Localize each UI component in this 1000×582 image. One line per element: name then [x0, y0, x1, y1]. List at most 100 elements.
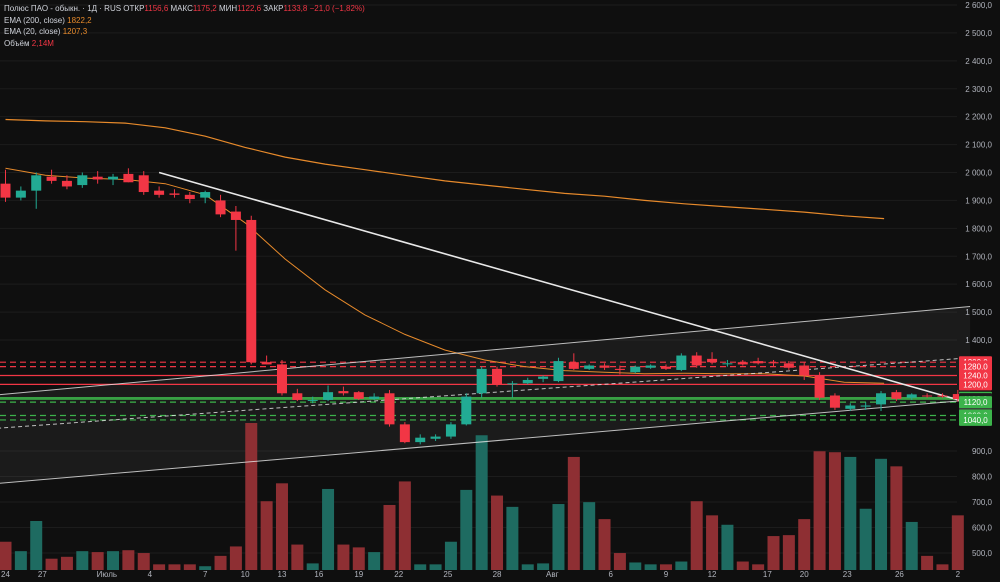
legend-volume-label: Объём	[4, 38, 30, 48]
y-tick-label: 2 500,0	[965, 29, 992, 38]
x-tick-label: 16	[314, 570, 323, 579]
candle	[676, 353, 687, 372]
volume-bar	[598, 519, 611, 570]
candle	[215, 194, 226, 218]
price-axis[interactable]: 2 600,0 2 500,0 2 400,0 2 300,0 2 200,0 2 100…	[965, 1, 992, 558]
candle-body	[707, 358, 718, 363]
volume-bar	[675, 561, 688, 570]
candle	[599, 363, 610, 370]
price-tag-text: 1120,0	[964, 398, 988, 407]
candle-body	[0, 183, 11, 198]
chart-legend: Полюс ПАО - обыкн. · 1Д · RUS ОТКР1156,6…	[4, 3, 365, 49]
candle	[338, 386, 349, 396]
candle	[707, 352, 718, 365]
y-tick-label: 2 100,0	[965, 141, 992, 150]
ema-lines	[5, 118, 885, 384]
candle-body	[61, 180, 72, 187]
ema200-line	[5, 118, 885, 220]
volume-bar	[844, 456, 857, 570]
volume-bar	[736, 561, 749, 570]
x-tick-label: 23	[843, 570, 852, 579]
volume-bar	[521, 564, 534, 570]
candle-body	[538, 376, 549, 379]
candle-body	[430, 436, 441, 439]
legend-change-value: −21,0 (−1,82%)	[309, 4, 365, 13]
x-tick-label: 12	[708, 570, 717, 579]
candle	[507, 381, 518, 398]
candle-body	[92, 176, 103, 180]
y-tick-label: 800,0	[972, 473, 993, 482]
volume-bar	[537, 563, 550, 570]
x-tick-label: 19	[354, 570, 363, 579]
candle-body	[169, 193, 180, 195]
candle	[568, 353, 579, 370]
volume-bar	[828, 452, 841, 570]
y-tick-label: 2 400,0	[965, 57, 992, 66]
legend-volume-row[interactable]: Объём 2,14M	[4, 38, 365, 50]
candle-body	[676, 355, 687, 370]
y-tick-label: 1 600,0	[965, 280, 992, 289]
y-tick-label: 500,0	[972, 549, 993, 558]
price-tag-green: 1120,0	[959, 396, 992, 409]
candle-body	[200, 192, 211, 198]
candle-body	[230, 211, 241, 220]
x-tick-label: 28	[493, 570, 502, 579]
y-tick-label: 1 900,0	[965, 196, 992, 205]
volume-bar	[444, 541, 457, 570]
candle-body	[876, 393, 887, 405]
legend-ema20-row[interactable]: EMA (20, close) 1207,3	[4, 26, 365, 38]
candle	[184, 192, 195, 204]
candle-body	[660, 366, 671, 369]
volume-bar	[813, 451, 826, 570]
price-tag-bg	[959, 378, 992, 391]
legend-ema200-row[interactable]: EMA (200, close) 1822,2	[4, 15, 365, 27]
volume-bar	[291, 544, 304, 570]
volume-bar	[322, 488, 335, 570]
legend-low-value: 1122,6	[237, 4, 262, 13]
price-tag-bg	[959, 413, 992, 426]
candle-body	[261, 362, 272, 365]
trendline-channel-bottom	[0, 399, 971, 484]
volume-bar	[260, 501, 273, 570]
candle	[891, 389, 902, 402]
volume-bar	[506, 506, 519, 570]
volume-bar	[275, 483, 288, 570]
volume-bar	[905, 521, 918, 570]
candle-body	[292, 393, 303, 400]
candle-body	[630, 366, 641, 373]
time-axis[interactable]: 24 27 Июль 4 7 10 13 16 19 22 25 28 Авг 6 9 12 17 20 23 26 2	[1, 570, 961, 579]
candle	[307, 396, 318, 404]
candle-body	[492, 368, 503, 385]
candle	[737, 359, 748, 366]
volume-bar	[951, 515, 964, 570]
volume-bar	[767, 536, 780, 570]
candle-body	[553, 361, 564, 382]
candle-body	[215, 200, 226, 215]
volume-bar	[245, 423, 258, 570]
y-tick-label: 900,0	[972, 447, 993, 456]
candle-body	[691, 355, 702, 366]
candle	[369, 393, 380, 400]
price-tags: 1300,01280,01240,01200,01140,01133,809:5…	[959, 356, 992, 426]
price-tag-green: 1040,0	[959, 413, 992, 426]
legend-ema20-value: 1207,3	[62, 27, 88, 36]
candle-body	[384, 393, 395, 425]
volume-bar	[398, 481, 411, 570]
volume-bar	[859, 508, 872, 570]
x-tick-label: 7	[203, 570, 208, 579]
candle-body	[15, 190, 26, 198]
candle-body	[952, 394, 963, 400]
candle-body	[891, 392, 902, 399]
volume-bar	[921, 555, 934, 570]
legend-title: Полюс ПАО - обыкн. · 1Д · RUS	[4, 4, 122, 13]
volume-bar	[475, 435, 488, 570]
volume-bar	[91, 552, 104, 570]
candle	[415, 434, 426, 445]
candle	[799, 362, 810, 380]
candle-body	[307, 399, 318, 401]
candle-body	[46, 176, 57, 181]
volume-bar	[383, 504, 396, 570]
candle-body	[584, 365, 595, 369]
candle-body	[522, 379, 533, 384]
